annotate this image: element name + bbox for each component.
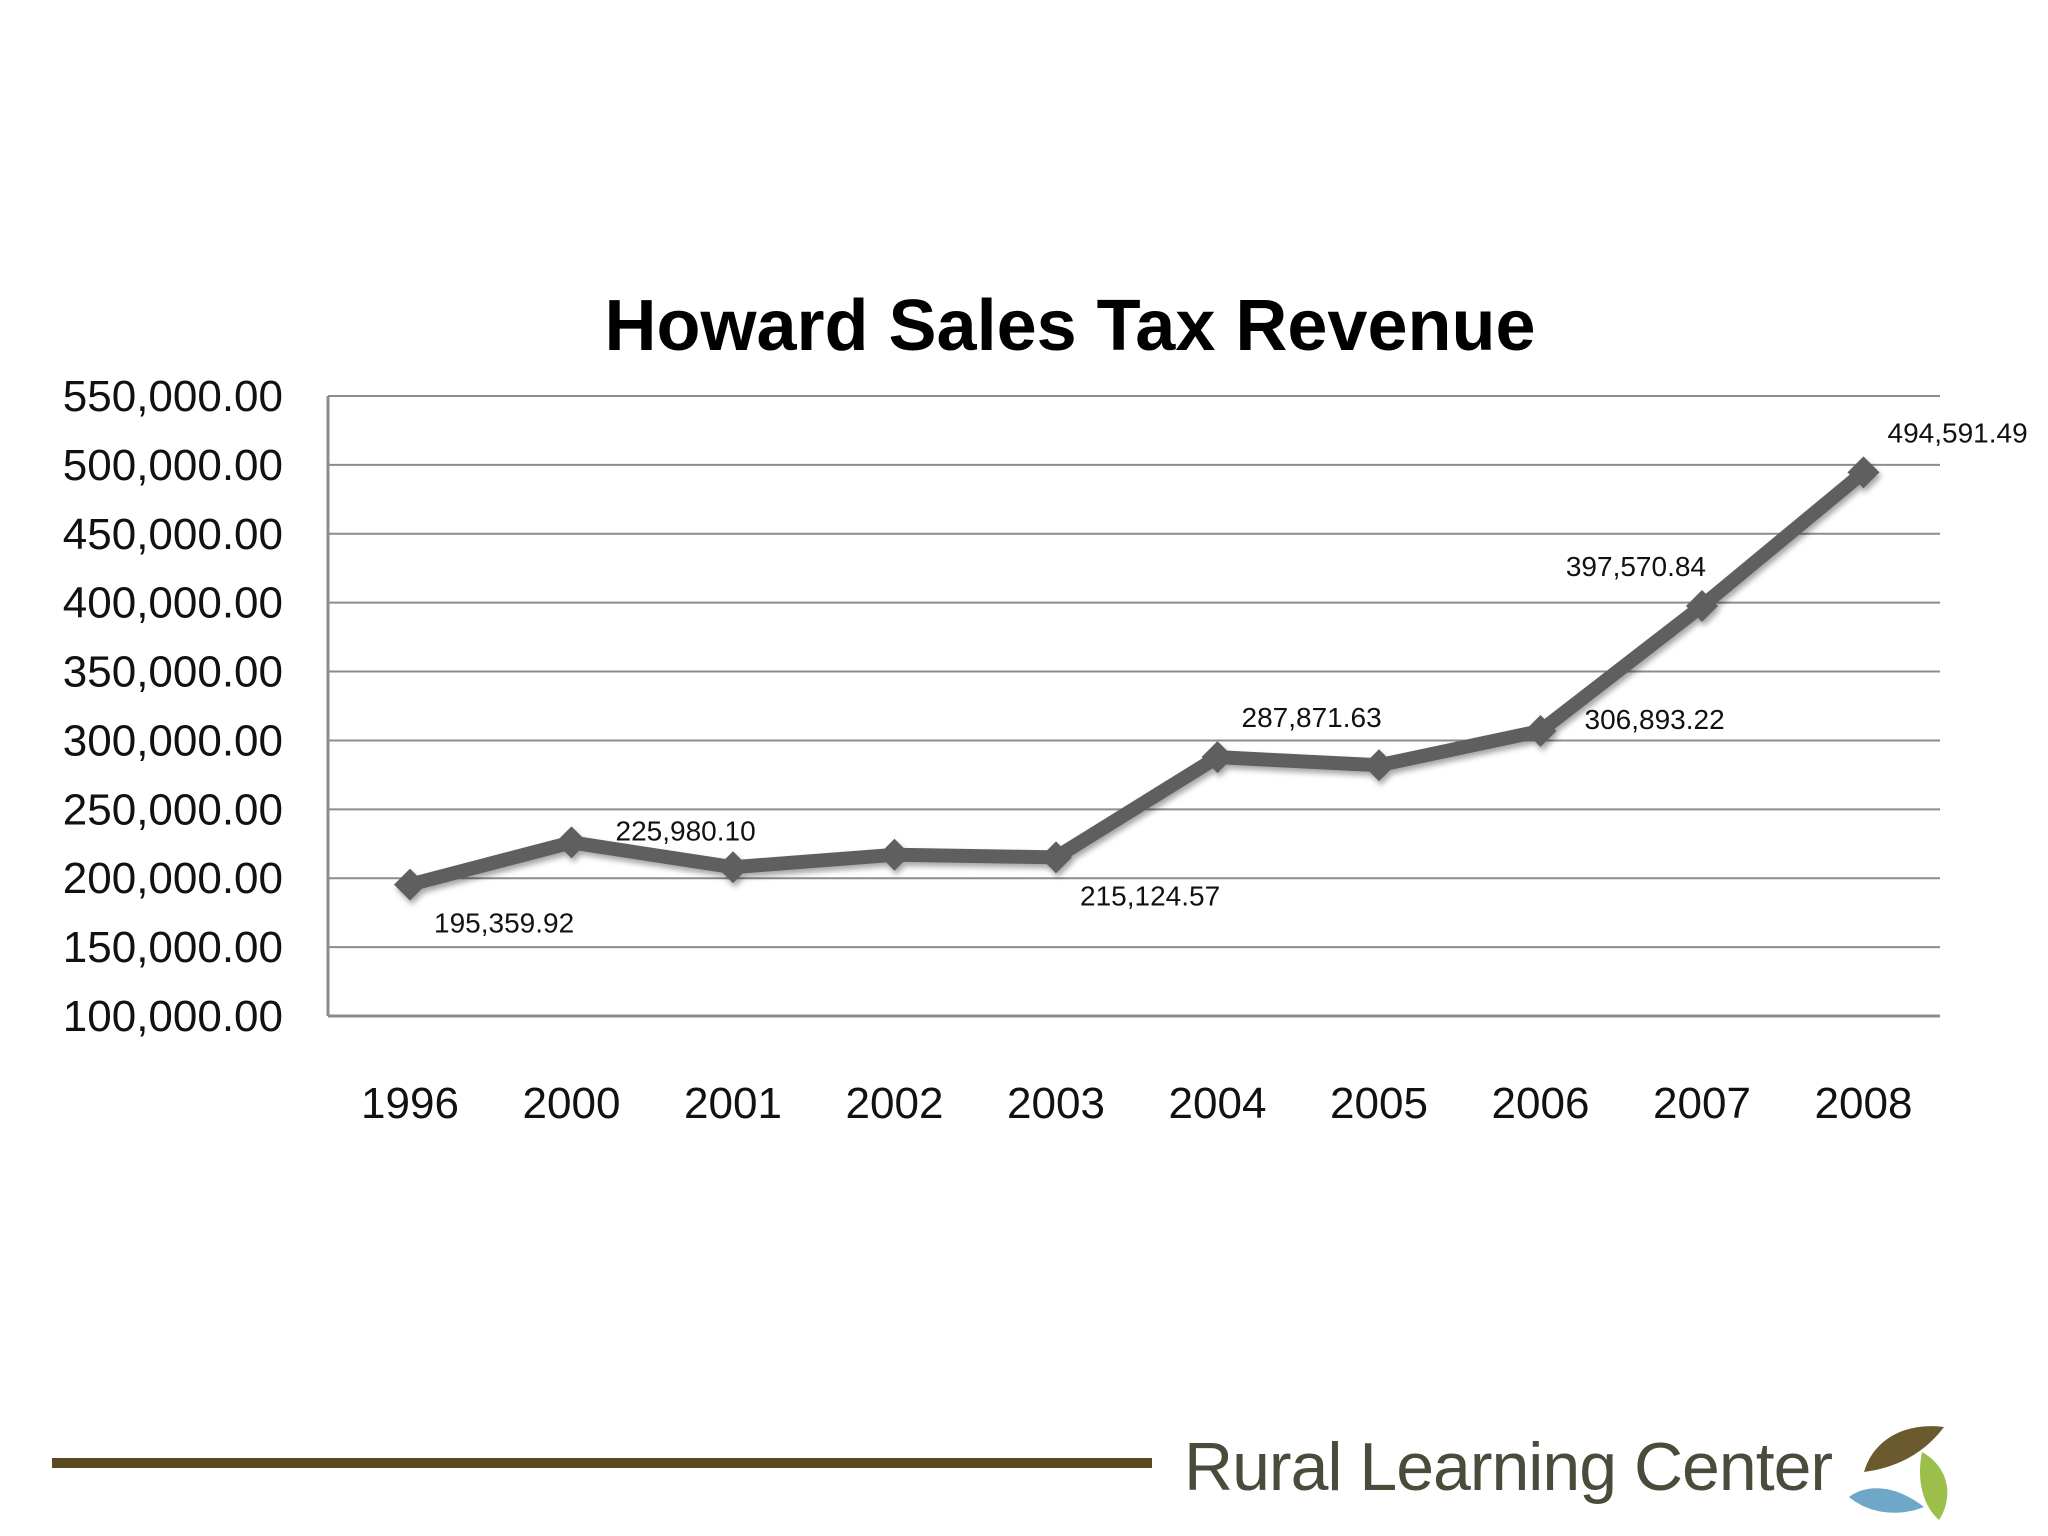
x-tick-label: 2007 xyxy=(1653,1079,1751,1128)
data-point xyxy=(1686,590,1718,623)
brand-logo: Rural Learning Center xyxy=(1184,1412,1964,1522)
y-tick-labels: 100,000.00 150,000.00 200,000.00 250,000.00… xyxy=(63,372,283,1041)
y-tick-label: 300,000.00 xyxy=(63,716,283,765)
data-label: 397,570.84 xyxy=(1566,551,1706,582)
y-tick-label: 450,000.00 xyxy=(63,510,283,559)
x-tick-label: 2003 xyxy=(1007,1079,1105,1128)
data-label: 215,124.57 xyxy=(1080,880,1220,911)
x-tick-label: 2002 xyxy=(846,1079,944,1128)
data-point xyxy=(1040,841,1072,874)
y-tick-label: 350,000.00 xyxy=(63,648,283,697)
footer-rule xyxy=(52,1458,1152,1468)
data-point xyxy=(555,826,588,859)
data-label: 225,980.10 xyxy=(616,815,756,846)
y-tick-label: 400,000.00 xyxy=(63,579,283,628)
x-tick-label: 2006 xyxy=(1492,1079,1590,1128)
data-point xyxy=(1201,741,1234,774)
series-revenue xyxy=(394,456,1880,901)
x-tick-label: 1996 xyxy=(361,1079,459,1128)
x-tick-label: 2000 xyxy=(523,1079,621,1128)
data-point xyxy=(1524,714,1557,747)
data-label: 494,591.49 xyxy=(1888,417,2028,448)
y-tick-label: 550,000.00 xyxy=(63,372,283,421)
x-tick-label: 2005 xyxy=(1330,1079,1428,1128)
y-tick-label: 500,000.00 xyxy=(63,441,283,490)
x-tick-label: 2004 xyxy=(1169,1079,1267,1128)
y-tick-label: 100,000.00 xyxy=(63,992,283,1041)
chart-title: Howard Sales Tax Revenue xyxy=(604,286,1535,366)
y-tick-label: 150,000.00 xyxy=(63,923,283,972)
x-tick-label: 2001 xyxy=(684,1079,782,1128)
data-point xyxy=(394,868,426,901)
data-label: 306,893.22 xyxy=(1585,704,1725,735)
y-tick-label: 250,000.00 xyxy=(63,785,283,834)
data-labels: 195,359.92 225,980.10 215,124.57 287,871.63… xyxy=(434,417,2028,938)
data-label: 287,871.63 xyxy=(1242,702,1382,733)
leaf-logo-icon xyxy=(1849,1426,1948,1520)
data-label: 195,359.92 xyxy=(434,908,574,939)
data-point xyxy=(1847,456,1880,489)
data-point xyxy=(878,838,911,871)
series-line xyxy=(403,465,1871,892)
y-tick-label: 200,000.00 xyxy=(63,854,283,903)
data-point xyxy=(717,851,749,884)
brand-name: Rural Learning Center xyxy=(1184,1429,1833,1505)
grid-lines xyxy=(328,395,1940,949)
axes xyxy=(326,396,1940,1018)
x-tick-labels: 1996 2000 2001 2002 2003 2004 2005 2006 2007 2008 xyxy=(361,1079,1912,1128)
data-point xyxy=(1363,749,1395,782)
x-tick-label: 2008 xyxy=(1815,1079,1913,1128)
